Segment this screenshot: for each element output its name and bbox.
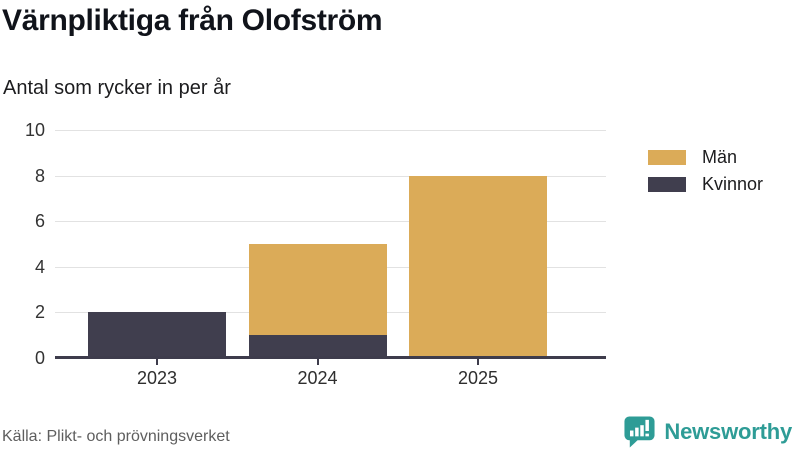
x-axis-tick xyxy=(316,358,319,365)
y-axis-tick-label: 10 xyxy=(24,120,45,140)
y-axis-tick-label: 2 xyxy=(34,302,45,323)
chart-subtitle: Antal som rycker in per år xyxy=(3,77,231,99)
x-axis-tick-label: 2025 xyxy=(457,368,499,388)
x-axis-line xyxy=(55,356,606,359)
bar-segment-2023-Kvinnor xyxy=(88,312,226,358)
chart-legend: Män Kvinnor xyxy=(648,146,764,203)
source-note: Källa: Plikt- och prövningsverket xyxy=(2,428,230,445)
y-axis-tick-label: 4 xyxy=(34,256,45,277)
x-axis-tick xyxy=(477,358,479,365)
legend-item-Kvinnor: Kvinnor xyxy=(648,173,764,194)
chart-title: Värnpliktiga från Olofström xyxy=(2,4,383,37)
bar-segment-2025-Män xyxy=(409,175,547,358)
bar-segment-2024-Män xyxy=(248,244,387,336)
newsworthy-chart-bubble-icon xyxy=(624,416,655,448)
y-axis-tick-label: 8 xyxy=(34,165,45,186)
x-axis-tick-label: 2023 xyxy=(136,368,178,388)
legend-item-Män: Män xyxy=(648,146,763,167)
bar-segment-2024-Kvinnor xyxy=(248,335,387,358)
x-axis-tick xyxy=(156,358,158,365)
gridline xyxy=(55,221,606,223)
legend-swatch xyxy=(648,176,686,192)
gridline xyxy=(55,130,606,131)
newsworthy-logo: Newsworthy xyxy=(623,415,792,448)
x-axis-tick-label: 2024 xyxy=(297,368,338,388)
legend-label: Kvinnor xyxy=(702,173,764,194)
y-axis-tick-label: 6 xyxy=(34,211,45,232)
legend-swatch xyxy=(648,149,686,165)
gridline xyxy=(55,175,606,177)
newsworthy-wordmark: Newsworthy xyxy=(664,418,792,444)
legend-label: Män xyxy=(702,146,738,167)
y-axis-tick-label: 0 xyxy=(34,348,45,368)
